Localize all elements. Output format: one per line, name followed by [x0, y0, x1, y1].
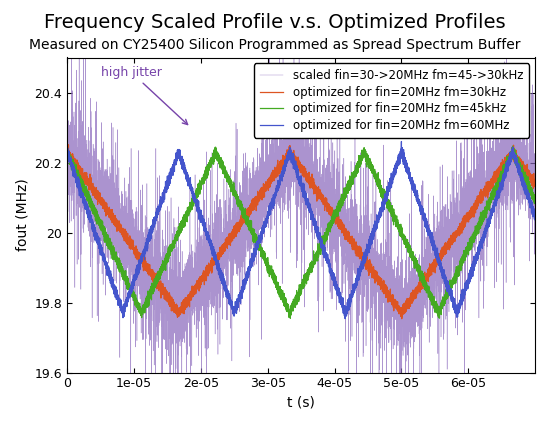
- scaled fin=30->20MHz fm=45->30kHz: [87, 168, 94, 173]
- X-axis label: t (s): t (s): [287, 396, 315, 410]
- optimized for fin=20MHz fm=60MHz: [411, 185, 417, 190]
- optimized for fin=20MHz fm=30kHz: [411, 292, 417, 298]
- optimized for fin=20MHz fm=30kHz: [532, 180, 538, 185]
- scaled fin=30->20MHz fm=45->30kHz: [361, 294, 368, 299]
- optimized for fin=20MHz fm=45kHz: [341, 193, 348, 198]
- Line: optimized for fin=20MHz fm=30kHz: optimized for fin=20MHz fm=30kHz: [67, 145, 535, 319]
- optimized for fin=20MHz fm=30kHz: [64, 150, 70, 155]
- Line: optimized for fin=20MHz fm=45kHz: optimized for fin=20MHz fm=45kHz: [67, 146, 535, 318]
- optimized for fin=20MHz fm=30kHz: [65, 142, 72, 147]
- optimized for fin=20MHz fm=45kHz: [64, 153, 70, 158]
- optimized for fin=20MHz fm=60MHz: [342, 316, 348, 321]
- optimized for fin=20MHz fm=30kHz: [436, 253, 442, 258]
- optimized for fin=20MHz fm=30kHz: [341, 230, 348, 235]
- optimized for fin=20MHz fm=60MHz: [398, 139, 405, 144]
- optimized for fin=20MHz fm=30kHz: [233, 225, 240, 230]
- optimized for fin=20MHz fm=60MHz: [436, 260, 442, 265]
- scaled fin=30->20MHz fm=45->30kHz: [291, 4, 298, 9]
- optimized for fin=20MHz fm=30kHz: [87, 184, 94, 189]
- scaled fin=30->20MHz fm=45->30kHz: [532, 159, 538, 164]
- optimized for fin=20MHz fm=60MHz: [87, 219, 94, 224]
- Text: Measured on CY25400 Silicon Programmed as Spread Spectrum Buffer: Measured on CY25400 Silicon Programmed a…: [29, 38, 521, 52]
- optimized for fin=20MHz fm=60MHz: [233, 306, 240, 311]
- optimized for fin=20MHz fm=60MHz: [64, 149, 70, 154]
- optimized for fin=20MHz fm=45kHz: [509, 144, 516, 149]
- optimized for fin=20MHz fm=45kHz: [411, 261, 417, 266]
- scaled fin=30->20MHz fm=45->30kHz: [233, 232, 240, 238]
- optimized for fin=20MHz fm=45kHz: [287, 316, 294, 321]
- optimized for fin=20MHz fm=45kHz: [87, 203, 94, 208]
- Line: scaled fin=30->20MHz fm=45->30kHz: scaled fin=30->20MHz fm=45->30kHz: [67, 7, 535, 425]
- scaled fin=30->20MHz fm=45->30kHz: [341, 212, 348, 218]
- optimized for fin=20MHz fm=60MHz: [340, 303, 347, 309]
- optimized for fin=20MHz fm=30kHz: [361, 258, 368, 263]
- scaled fin=30->20MHz fm=45->30kHz: [436, 257, 442, 262]
- optimized for fin=20MHz fm=45kHz: [233, 193, 240, 198]
- optimized for fin=20MHz fm=45kHz: [532, 200, 538, 205]
- scaled fin=30->20MHz fm=45->30kHz: [411, 294, 417, 299]
- optimized for fin=20MHz fm=60MHz: [532, 214, 538, 219]
- optimized for fin=20MHz fm=30kHz: [398, 316, 405, 321]
- optimized for fin=20MHz fm=45kHz: [361, 150, 368, 155]
- Text: Frequency Scaled Profile v.s. Optimized Profiles: Frequency Scaled Profile v.s. Optimized …: [44, 13, 506, 32]
- Line: optimized for fin=20MHz fm=60MHz: optimized for fin=20MHz fm=60MHz: [67, 142, 535, 319]
- optimized for fin=20MHz fm=60MHz: [361, 253, 368, 258]
- Text: high jitter: high jitter: [101, 65, 188, 125]
- Y-axis label: fout (MHz): fout (MHz): [15, 178, 29, 252]
- scaled fin=30->20MHz fm=45->30kHz: [64, 97, 70, 102]
- optimized for fin=20MHz fm=45kHz: [436, 311, 442, 316]
- Legend: scaled fin=30->20MHz fm=45->30kHz, optimized for fin=20MHz fm=30kHz, optimized f: scaled fin=30->20MHz fm=45->30kHz, optim…: [254, 63, 529, 138]
